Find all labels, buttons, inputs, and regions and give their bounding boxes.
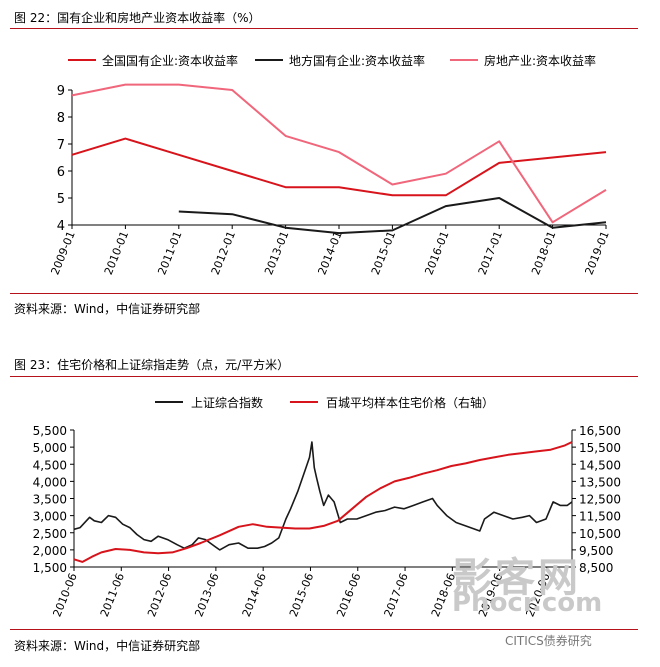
right-y-tick-label: 15,500 <box>579 441 621 455</box>
right-y-tick-label: 8,500 <box>579 561 613 575</box>
left-y-tick-label: 3,500 <box>33 493 67 507</box>
right-y-tick-label: 9,500 <box>579 544 613 558</box>
legend-label-2: 地方国有企业:资本收益率 <box>289 53 425 68</box>
watermark-logo-text: 影客网 <box>452 555 581 601</box>
right-y-tick-label: 10,500 <box>579 527 621 541</box>
figure2-source: 资料来源：Wind，中信证券研究部 <box>14 639 201 653</box>
x-tick-label: 2013-06 <box>192 571 221 618</box>
right-y-tick-label: 11,500 <box>579 510 621 524</box>
y-tick-label: 4 <box>57 219 65 234</box>
y-tick-label: 7 <box>57 138 65 153</box>
series-line-1 <box>71 137 607 197</box>
left-y-tick-label: 5,000 <box>33 441 67 455</box>
left-y-tick-label: 2,000 <box>33 544 67 558</box>
right-y-tick-label: 16,500 <box>579 424 621 438</box>
y-tick-label: 9 <box>57 84 65 99</box>
x-tick-label: 2011-06 <box>98 571 127 618</box>
left-y-tick-label: 3,000 <box>33 510 67 524</box>
right-y-tick-label: 13,500 <box>579 475 621 489</box>
left-y-tick-label: 5,500 <box>33 424 67 438</box>
x-tick-label: 2010-06 <box>51 571 80 618</box>
y-tick-label: 6 <box>57 165 65 180</box>
left-y-tick-label: 2,500 <box>33 527 67 541</box>
series-line-3 <box>71 83 607 224</box>
watermark-url: Phocr.com <box>452 588 603 618</box>
right-y-tick-label: 12,500 <box>579 493 621 507</box>
legend-label-1: 上证综合指数 <box>191 395 263 410</box>
figure2-bottom-rule <box>10 629 638 630</box>
left-y-tick-label: 1,500 <box>33 561 67 575</box>
watermark-wechat: CITICS债券研究 <box>505 634 592 648</box>
x-tick-label: 2012-06 <box>145 571 174 618</box>
legend-label-3: 房地产业:资本收益率 <box>484 53 596 68</box>
figure2-top-rule <box>10 376 638 377</box>
series-line-1 <box>73 441 573 551</box>
y-tick-label: 5 <box>57 192 65 207</box>
y-tick-label: 8 <box>57 111 65 126</box>
x-tick-label: 2016-06 <box>334 571 363 618</box>
left-y-tick-label: 4,500 <box>33 458 67 472</box>
figure1-bottom-rule <box>10 293 638 294</box>
figure1-top-rule <box>10 28 638 29</box>
x-tick-label: 2014-06 <box>240 571 269 618</box>
legend-label-2: 百城平均样本住宅价格（右轴） <box>326 395 494 410</box>
series-line-2 <box>73 441 573 563</box>
x-tick-label: 2017-06 <box>382 571 411 618</box>
figure1-title: 图 22：国有企业和房地产业资本收益率（%） <box>14 11 261 25</box>
x-tick-label: 2015-06 <box>287 571 316 618</box>
left-y-tick-label: 4,000 <box>33 475 67 489</box>
series-line-2 <box>178 197 607 235</box>
right-y-tick-label: 14,500 <box>579 458 621 472</box>
figure2-title: 图 23：住宅价格和上证综指走势（点，元/平方米） <box>14 358 290 372</box>
legend-label-1: 全国国有企业:资本收益率 <box>102 53 238 68</box>
figure1-source: 资料来源：Wind，中信证券研究部 <box>14 302 201 316</box>
